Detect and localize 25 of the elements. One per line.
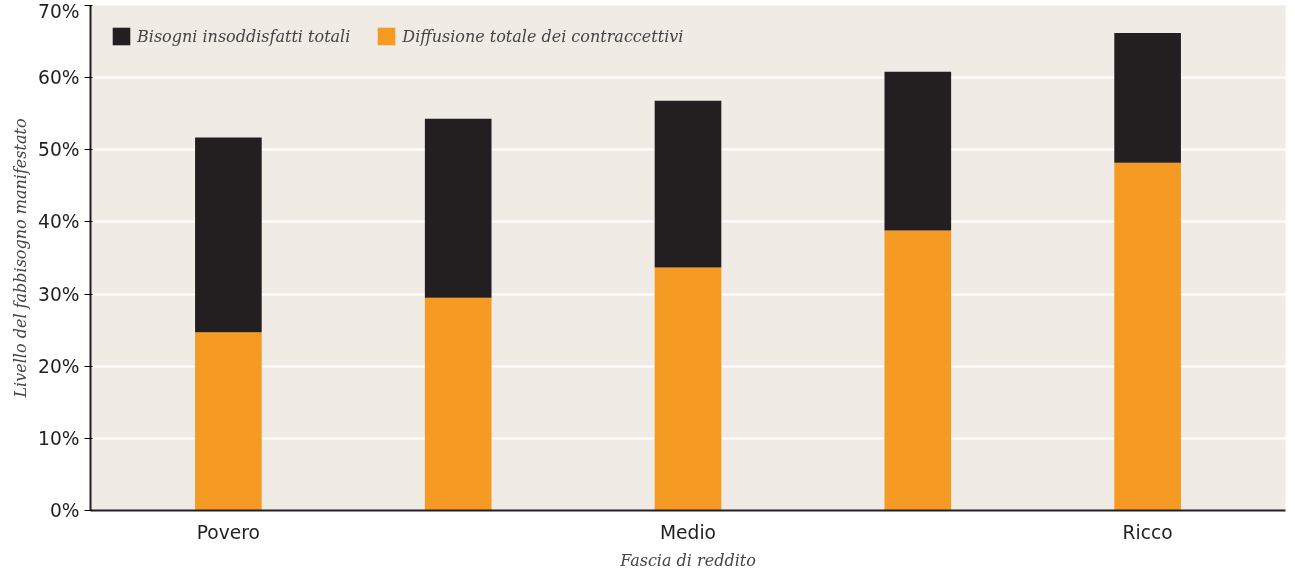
x-axis-title: Fascia di reddito (619, 550, 756, 570)
bar (654, 267, 722, 511)
bar (195, 137, 262, 333)
bar (1114, 162, 1181, 511)
bar (1114, 32, 1181, 163)
y-tick-label: 10% (38, 427, 80, 449)
y-tick-label: 40% (38, 211, 80, 233)
x-tick-label: Ricco (1122, 521, 1173, 543)
y-tick-label: 30% (38, 283, 80, 305)
y-tick-label: 70% (38, 0, 80, 22)
y-tick-label: 50% (38, 139, 80, 161)
x-tick-label: Medio (659, 521, 717, 543)
bar (424, 297, 492, 511)
y-tick-label: 60% (38, 67, 80, 89)
legend-label: Bisogni insoddisfatti totali (137, 26, 351, 46)
legend-label: Diffusione totale dei contraccettivi (402, 26, 684, 46)
y-tick-label: 0% (49, 500, 80, 521)
y-tick-label: 20% (38, 355, 80, 377)
y-axis-title: Livello del fabbisogno manifestato (11, 118, 31, 399)
bar (654, 100, 722, 268)
bar (424, 118, 492, 298)
bar (884, 230, 952, 511)
bar (195, 332, 262, 511)
bar (884, 71, 952, 231)
x-tick-label: Povero (196, 521, 260, 543)
